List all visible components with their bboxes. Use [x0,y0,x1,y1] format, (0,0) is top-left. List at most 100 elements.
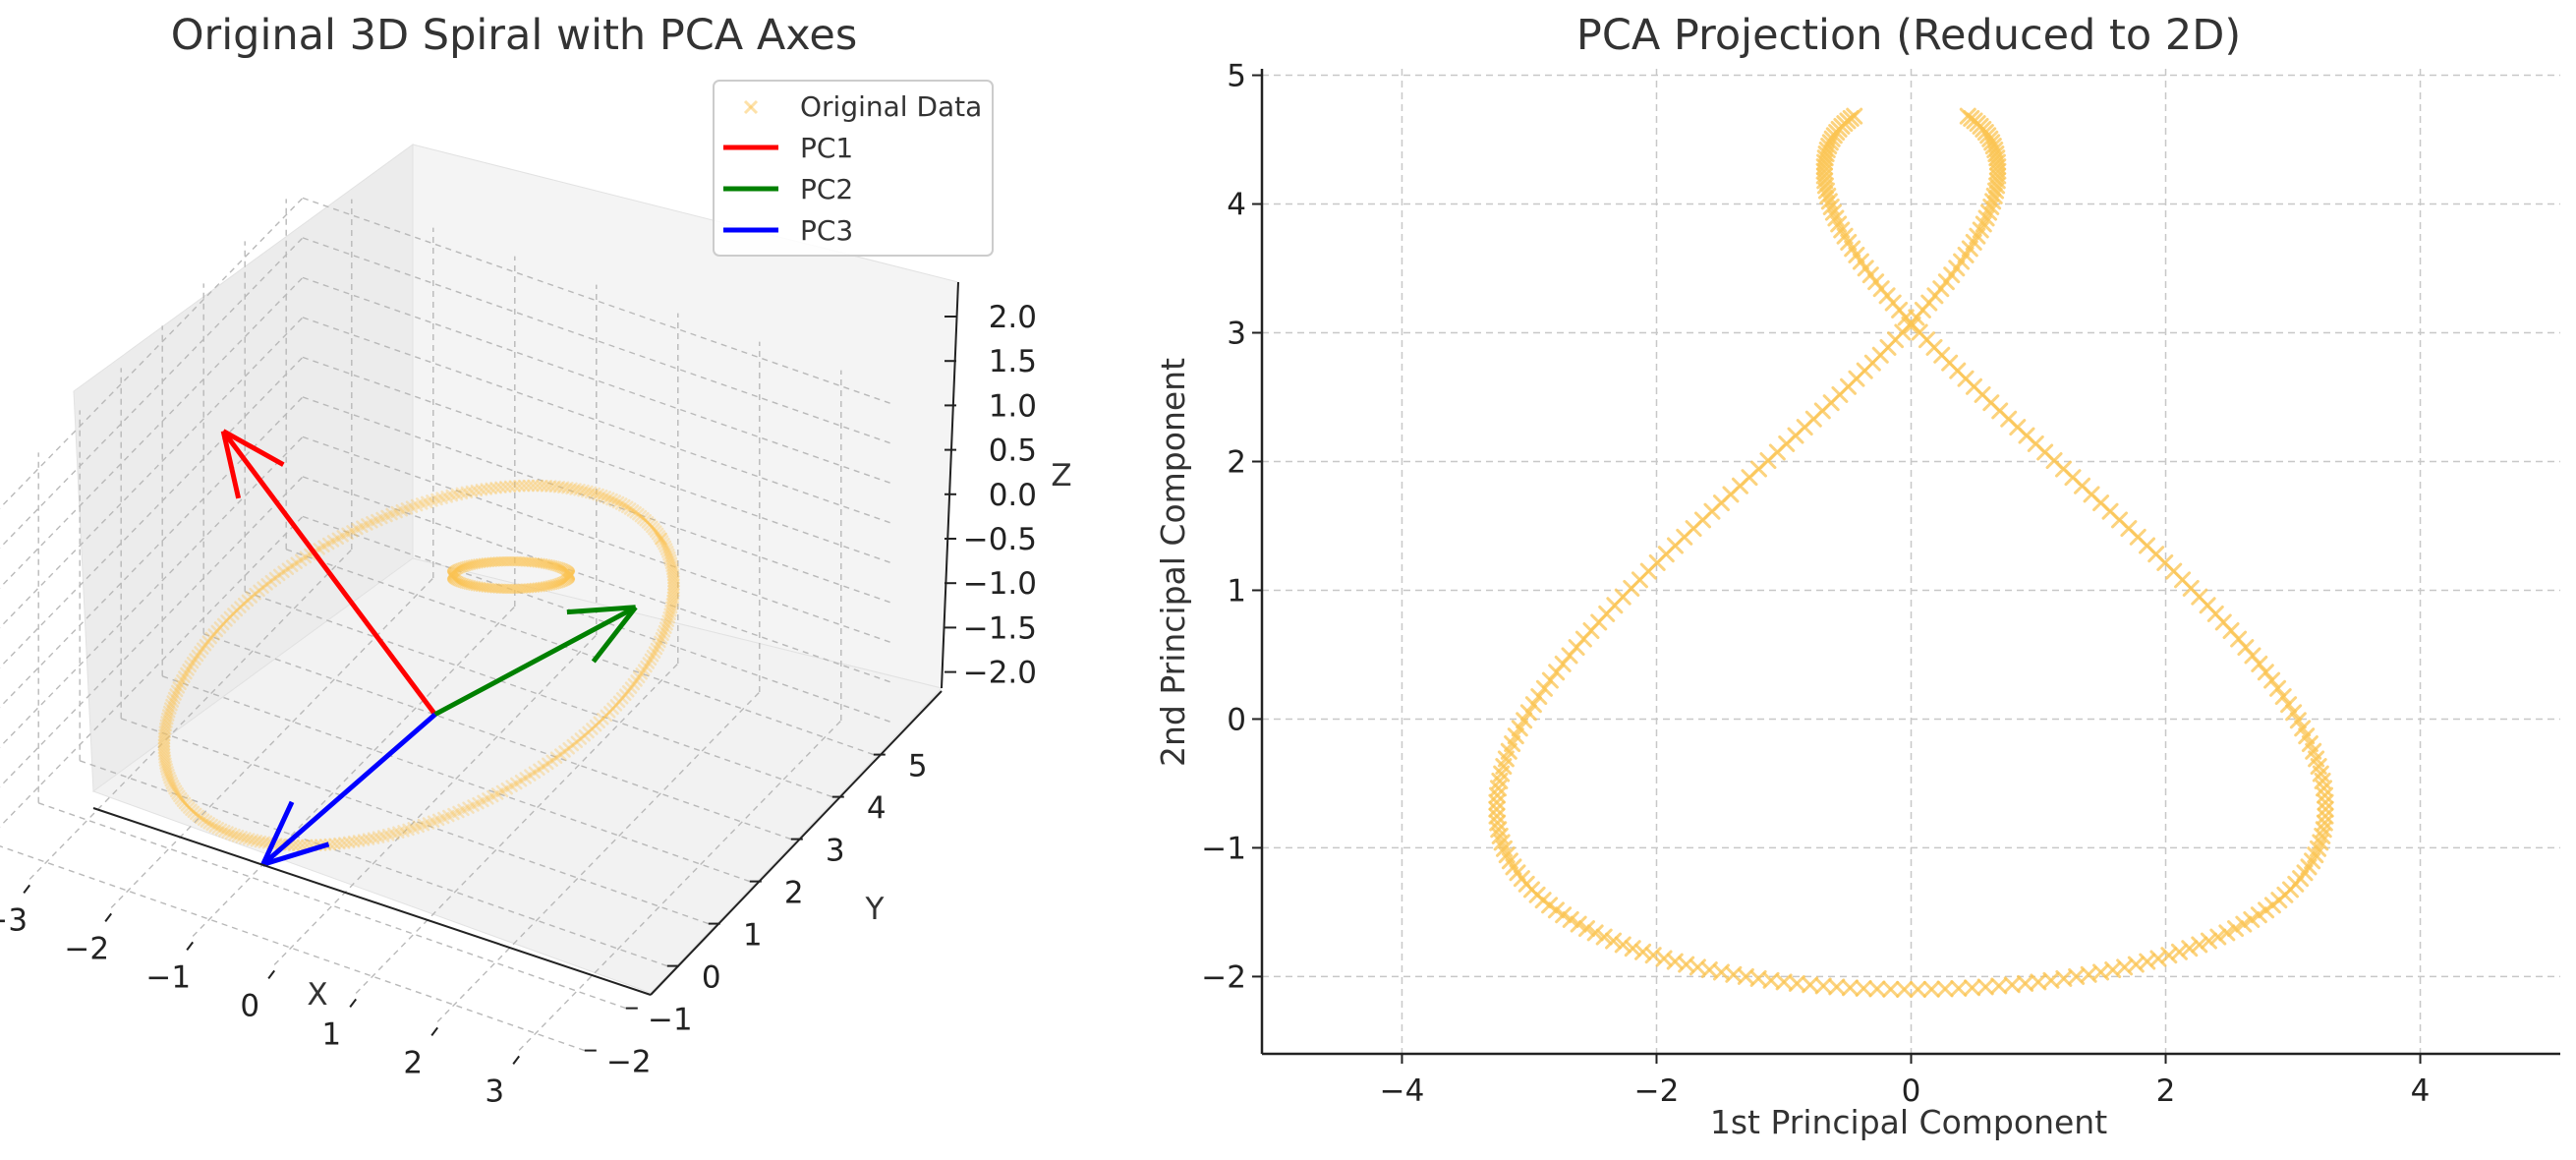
grid-line-z [0,435,304,748]
spiral-point-3d [380,509,393,523]
spiral-point-3d [661,614,674,627]
projection-point [1644,947,1662,964]
spiral-point-3d [646,520,658,534]
y-tick-label-2d: 5 [1227,59,1246,94]
x-tick-label-2d: 0 [1902,1073,1921,1109]
projection-point [1976,978,1994,996]
spiral-point-3d [178,796,192,810]
spiral-point-3d [157,738,171,752]
spiral-point-3d [435,492,448,504]
spiral-point-3d [157,732,171,745]
spiral-point-3d [542,757,554,771]
spiral-point-3d [253,584,265,598]
spiral-point-3d [392,826,405,839]
spiral-point-3d [412,820,426,834]
spiral-point-3d [160,763,174,776]
spiral-point-3d [254,835,267,848]
spiral-point-3d [395,503,409,517]
spiral-point-3d [666,568,680,582]
x-tick [349,998,358,1009]
spiral-point-3d [331,532,345,546]
spiral-point-3d [385,507,398,521]
x-axis-label-2d: 1st Principal Component [1710,1103,2107,1141]
spiral-point-3d [194,646,206,659]
spiral-point-3d [540,480,553,493]
arrow-pc1-shaft [221,430,437,717]
spiral-point-3d [584,486,598,499]
spiral-point-3d [174,791,188,805]
spiral-point-3d [169,784,183,797]
spiral-point-3d [356,520,369,533]
spiral-point-3d [186,656,200,669]
spiral-point-3d [291,839,305,852]
spiral-point-3d [593,716,605,728]
spiral-point-3d [158,725,172,738]
projection-point [1959,107,1976,125]
z-tick-label: −1.0 [963,566,1037,602]
spiral-point-3d [224,827,238,841]
projection-point [1950,979,1968,997]
grid-line-x [355,663,679,994]
spiral-point-3d [655,532,667,546]
spiral-point-3d [321,537,335,551]
spiral-point-3d [157,735,171,748]
spiral-point-3d [445,489,459,502]
spiral-point-3d [650,525,662,538]
legend-frame [713,80,994,257]
projection-point [2209,928,2227,946]
spiral-point-3d [637,511,650,525]
spiral-point-3d [246,834,259,846]
projection-point [1868,980,1886,998]
projection-point [2160,947,2178,964]
spiral-point-3d [657,628,669,642]
grid-line-x [436,691,761,1022]
spiral-point-3d [661,546,674,558]
spiral-point-3d [602,706,616,719]
spiral-point-3d [199,638,212,652]
grid-line-z [0,356,304,668]
spiral-point-3d [606,702,619,716]
spiral-point-3d [241,594,255,608]
arrow-pc2-head [566,605,636,615]
spiral-point-3d [163,771,176,784]
spiral-point-3d [629,505,642,519]
projection-point [2280,696,2298,714]
grid-line-z [0,237,304,550]
spiral-point-3d [158,728,171,742]
ticks-3d: −3−2−10123−2−10123452.01.51.00.50.0−0.5−… [0,300,1037,1109]
projection-point [1855,979,1872,997]
spiral-point-3d [237,597,251,610]
pca-arrows [220,429,638,867]
spiral-point-3d [338,837,351,849]
grid-line-z [0,396,304,709]
grid-line-x [273,634,598,965]
projection-point [1519,704,1537,722]
spiral-point-3d [566,738,580,752]
spiral-point-3d [159,760,173,773]
spiral-point-3d [184,660,198,673]
spiral-point-3d [245,591,258,604]
spiral-3d-points [157,479,680,852]
spiral-point-3d [452,805,465,819]
spiral-point-3d [651,527,664,541]
spiral-point-3d [367,832,380,844]
spiral-point-3d [545,754,558,768]
spiral-point-3d [157,741,171,755]
spiral-point-3d [257,581,269,594]
projection-point [2200,932,2217,950]
spiral-point-3d [642,657,656,669]
projection-point [1570,915,1587,933]
spiral-point-3d [562,741,575,755]
spiral-point-3d [489,481,502,494]
spiral-point-3d [612,695,626,709]
spiral-point-3d [421,495,433,509]
spiral-point-3d [499,481,512,493]
grid-3d [0,197,890,1052]
spiral-point-3d [407,822,420,835]
projection-point [2218,924,2236,942]
spiral-point-3d [624,681,638,694]
spiral-point-3d [667,584,680,598]
spiral-point-3d [549,751,563,764]
spiral-point-3d [260,578,273,591]
spiral-point-3d [522,479,536,493]
